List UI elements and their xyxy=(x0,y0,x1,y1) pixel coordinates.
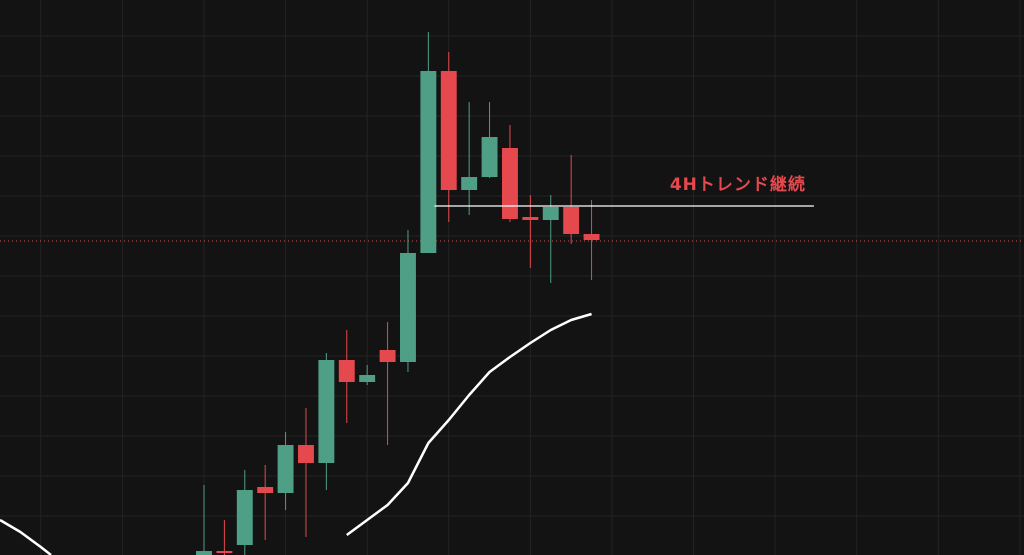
candle-body xyxy=(257,487,274,493)
candle-body xyxy=(563,207,580,234)
annotation-text: 4Hトレンド継続 xyxy=(670,174,806,195)
candle-body xyxy=(359,375,376,382)
moving-average xyxy=(0,518,52,555)
candle-body xyxy=(502,148,518,219)
candle-body xyxy=(420,71,437,253)
moving-average xyxy=(346,312,592,537)
candle-body xyxy=(583,234,600,240)
candle-body xyxy=(236,490,253,545)
candle-body xyxy=(338,360,355,382)
candle-body xyxy=(318,360,335,463)
candle-body xyxy=(481,137,498,177)
candle-body xyxy=(522,217,539,220)
candle-body xyxy=(216,551,233,553)
candle-body xyxy=(542,207,559,220)
candle-body xyxy=(400,253,416,362)
candle-body xyxy=(298,445,314,463)
candle-body xyxy=(440,71,457,190)
candle-body xyxy=(379,350,396,362)
candle-body xyxy=(196,551,212,555)
candle-body xyxy=(277,445,294,493)
candle-body xyxy=(461,177,478,190)
